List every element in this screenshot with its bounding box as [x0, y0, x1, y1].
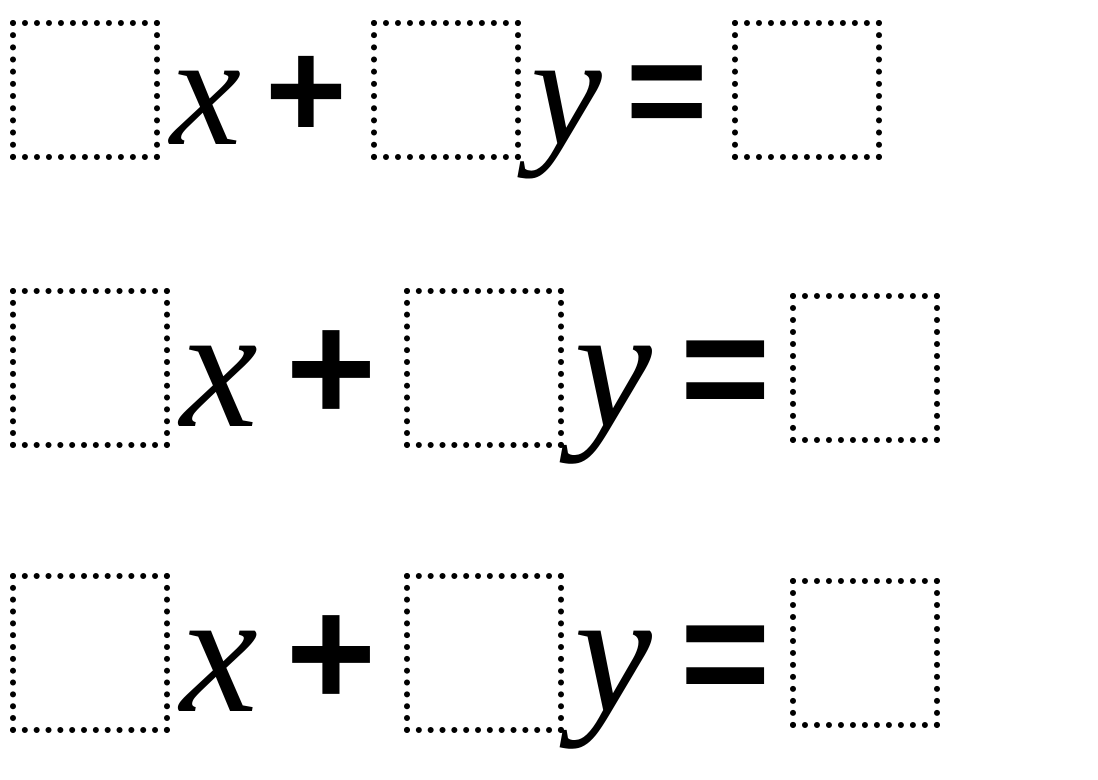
equals-operator-1: =	[626, 20, 708, 160]
result-input-1[interactable]	[732, 20, 882, 160]
result-input-2[interactable]	[790, 293, 940, 443]
coefficient-input-3a[interactable]	[10, 573, 170, 733]
equation-row-1: x + y =	[0, 10, 1098, 170]
equation-row-2: x + y =	[0, 280, 1098, 455]
coefficient-input-1b[interactable]	[371, 20, 521, 160]
result-input-3[interactable]	[790, 578, 940, 728]
plus-operator-1: +	[265, 20, 347, 160]
coefficient-input-2a[interactable]	[10, 288, 170, 448]
variable-x-1: x	[170, 10, 241, 170]
variable-y-2: y	[574, 280, 652, 455]
coefficient-input-3b[interactable]	[404, 573, 564, 733]
variable-y-1: y	[531, 10, 602, 170]
equals-operator-2: =	[680, 290, 771, 445]
coefficient-input-2b[interactable]	[404, 288, 564, 448]
plus-operator-2: +	[286, 290, 377, 445]
variable-x-2: x	[180, 280, 258, 455]
equals-operator-3: =	[680, 575, 771, 730]
variable-x-3: x	[180, 565, 258, 740]
plus-operator-3: +	[286, 575, 377, 730]
equation-row-3: x + y =	[0, 565, 1098, 740]
variable-y-3: y	[574, 565, 652, 740]
coefficient-input-1a[interactable]	[10, 20, 160, 160]
